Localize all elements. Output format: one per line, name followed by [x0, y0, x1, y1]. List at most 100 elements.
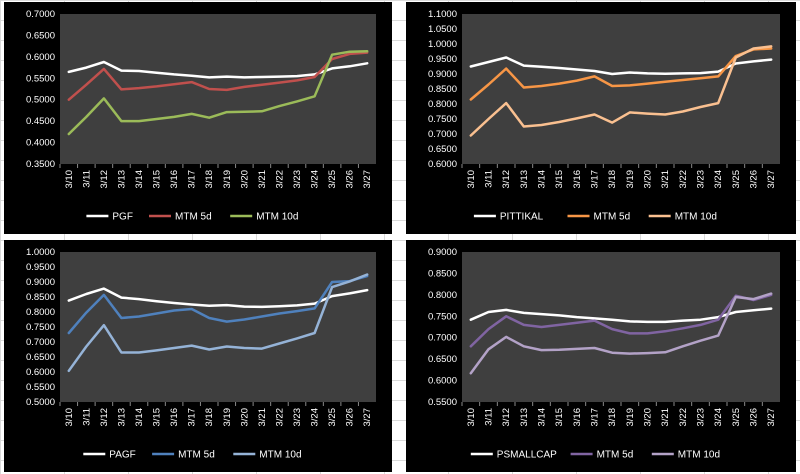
x-tick-label: 3/22	[678, 408, 689, 427]
x-tick-label: 3/20	[643, 170, 654, 189]
x-tick-label: 3/23	[696, 170, 707, 189]
series-line-1[interactable]	[469, 47, 773, 101]
chart-svg: 1.0000 0.9500 0.9000 0.8500 0.8000 0.7500 0.70…	[26, 247, 376, 461]
y-tick-label: 0.8000	[428, 290, 457, 301]
x-tick-label: 3/15	[554, 170, 565, 189]
legend-label: MTM 10d	[675, 212, 717, 223]
x-tick-label: 3/25	[731, 170, 742, 189]
x-tick-label: 3/17	[590, 170, 601, 189]
x-tick-label: 3/20	[239, 170, 250, 189]
y-tick-label: 0.7500	[428, 311, 457, 322]
y-tick-label: 0.8000	[26, 307, 55, 318]
y-tick-label: 0.4500	[26, 116, 55, 127]
x-tick-label: 3/22	[274, 170, 285, 189]
x-tick-label: 3/12	[99, 408, 110, 427]
x-tick-label: 3/10	[466, 408, 477, 427]
y-tick-label: 0.6500	[428, 354, 457, 365]
legend-label: MTM 10d	[259, 450, 301, 461]
x-tick-label: 3/16	[572, 170, 583, 189]
series-line-1[interactable]	[469, 293, 773, 348]
chart-pittikal[interactable]: 1.1000 1.0500 1.0000 0.9500 0.9000 0.8500 0.80…	[406, 2, 796, 234]
y-tick-label: 0.7000	[26, 9, 55, 20]
x-tick-label: 3/26	[345, 170, 356, 189]
x-tick-label: 3/19	[222, 170, 233, 189]
x-tick-label: 3/19	[625, 408, 636, 427]
legend-label: MTM 5d	[178, 450, 215, 461]
chart-pgf[interactable]: 0.7000 0.6500 0.6000 0.5500 0.5000 0.4500 0.40…	[4, 2, 392, 234]
series-line-0[interactable]	[469, 56, 773, 76]
x-tick-label: 3/13	[116, 408, 127, 427]
legend-label: PITTIKAL	[500, 212, 544, 223]
x-tick-label: 3/25	[327, 170, 338, 189]
x-tick-label: 3/23	[696, 408, 707, 427]
y-tick-label: 0.3500	[26, 159, 55, 170]
x-tick-label: 3/11	[81, 170, 92, 188]
x-tick-label: 3/24	[310, 408, 321, 427]
y-tick-label: 0.7000	[428, 129, 457, 140]
x-tick-label: 3/26	[749, 408, 760, 427]
x-tick-label: 3/16	[169, 170, 180, 189]
x-tick-label: 3/25	[731, 408, 742, 427]
legend-label: MTM 5d	[597, 450, 634, 461]
x-tick-label: 3/11	[484, 170, 495, 188]
series-line-2[interactable]	[67, 50, 369, 136]
x-tick-label: 3/27	[766, 170, 777, 189]
x-tick-label: 3/19	[222, 408, 233, 427]
x-tick-label: 3/15	[554, 408, 565, 427]
y-tick-label: 0.7000	[26, 337, 55, 348]
x-tick-label: 3/13	[519, 170, 530, 189]
x-tick-label: 3/11	[81, 408, 92, 426]
plot-area	[462, 252, 780, 402]
x-tick-label: 3/24	[713, 408, 724, 427]
y-tick-label: 0.5000	[26, 95, 55, 106]
y-tick-label: 1.0000	[428, 39, 457, 50]
x-tick-label: 3/14	[134, 170, 145, 189]
x-tick-label: 3/27	[766, 408, 777, 427]
chart-svg: 0.9000 0.8500 0.8000 0.7500 0.7000 0.6500 0.60…	[428, 247, 780, 461]
y-tick-label: 0.8500	[26, 292, 55, 303]
y-tick-label: 0.9000	[428, 69, 457, 80]
series-line-2[interactable]	[67, 273, 369, 373]
legend-label: PGF	[112, 212, 133, 223]
y-tick-label: 0.6000	[26, 52, 55, 63]
legend-label: MTM 5d	[594, 212, 631, 223]
chart-psmallcap[interactable]: 0.9000 0.8500 0.8000 0.7500 0.7000 0.6500 0.60…	[406, 240, 796, 472]
x-tick-label: 3/23	[292, 408, 303, 427]
x-tick-label: 3/18	[204, 408, 215, 427]
x-tick-label: 3/24	[310, 170, 321, 189]
y-tick-label: 0.4000	[26, 138, 55, 149]
y-tick-label: 1.0000	[26, 247, 55, 258]
y-tick-label: 0.6000	[26, 367, 55, 378]
y-tick-label: 0.5000	[26, 397, 55, 408]
y-tick-label: 0.6000	[428, 376, 457, 387]
y-tick-label: 0.8500	[428, 268, 457, 279]
series-line-2[interactable]	[469, 45, 773, 137]
chart-pagf[interactable]: 1.0000 0.9500 0.9000 0.8500 0.8000 0.7500 0.70…	[4, 240, 392, 472]
x-tick-label: 3/15	[152, 408, 163, 427]
x-tick-label: 3/22	[678, 170, 689, 189]
y-tick-label: 0.5500	[26, 382, 55, 393]
x-tick-label: 3/13	[116, 170, 127, 189]
legend-label: PSMALLCAP	[497, 450, 557, 461]
x-tick-label: 3/26	[345, 408, 356, 427]
x-tick-label: 3/21	[257, 408, 268, 427]
y-tick-label: 0.8000	[428, 99, 457, 110]
series-line-1[interactable]	[67, 274, 369, 335]
plot-area	[60, 252, 376, 402]
x-tick-label: 3/18	[607, 170, 618, 189]
legend-label: MTM 10d	[678, 450, 720, 461]
x-tick-label: 3/27	[362, 408, 373, 427]
series-line-2[interactable]	[469, 292, 773, 375]
y-tick-label: 0.9500	[428, 54, 457, 65]
x-tick-label: 3/21	[660, 170, 671, 189]
x-tick-label: 3/20	[643, 408, 654, 427]
x-tick-label: 3/16	[169, 408, 180, 427]
y-tick-label: 1.0500	[428, 24, 457, 35]
series-line-1[interactable]	[67, 51, 369, 101]
y-tick-label: 0.8500	[428, 84, 457, 95]
x-tick-label: 3/14	[134, 408, 145, 427]
y-tick-label: 0.7500	[428, 114, 457, 125]
legend-label: MTM 5d	[175, 212, 212, 223]
x-tick-label: 3/11	[484, 408, 495, 426]
x-tick-label: 3/12	[501, 408, 512, 427]
